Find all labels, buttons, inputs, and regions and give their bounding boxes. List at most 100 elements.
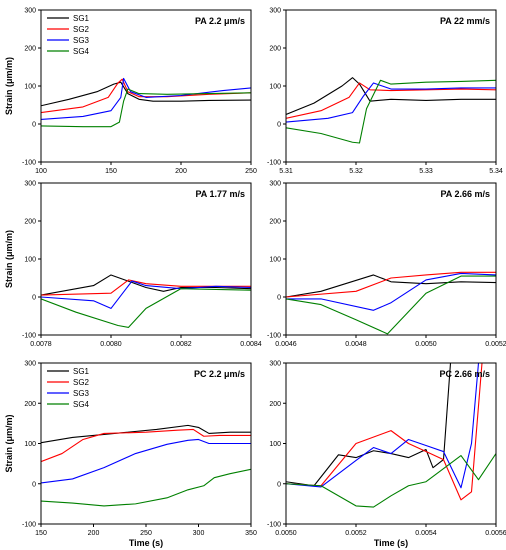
series-line-sg4 — [41, 468, 251, 507]
series-line-3 — [286, 82, 496, 123]
series-line-1 — [286, 363, 452, 487]
y-tick-label: -100 — [267, 160, 281, 167]
x-tick-label: 100 — [35, 168, 47, 175]
y-tick-label: 300 — [24, 181, 36, 188]
plot-frame — [40, 182, 252, 336]
legend: SG1 SG2 SG3 SG4 — [47, 14, 90, 56]
panel-6: 0.0050 0.0052 0.0054 0.0056 -100 0 100 200 300 PC… — [267, 361, 506, 549]
y-axis-label: Strain (μm/m) — [4, 414, 14, 472]
x-axis-label: Time (s) — [129, 538, 163, 548]
y-tick-label: 0 — [32, 122, 36, 129]
series-line-sg3 — [41, 438, 251, 484]
x-tick-label: 0.0052 — [345, 530, 367, 537]
x-tick-label: 150 — [35, 530, 47, 537]
panel-title: PC 2.2 μm/s — [194, 369, 245, 379]
series-line-4 — [286, 453, 496, 508]
x-tick-label: 350 — [245, 530, 257, 537]
series-line-1 — [286, 274, 496, 298]
y-tick-label: -100 — [267, 333, 281, 340]
y-tick-label: 300 — [269, 181, 281, 188]
legend-label: SG4 — [73, 47, 90, 56]
x-tick-label: 0.0056 — [485, 530, 506, 537]
series-line-sg3 — [41, 77, 251, 120]
x-tick-label: 200 — [88, 530, 100, 537]
y-tick-label: 0 — [277, 481, 281, 488]
y-tick-label: 100 — [24, 257, 36, 264]
series-line-sg2 — [41, 78, 251, 114]
y-tick-label: 100 — [269, 257, 281, 264]
y-tick-label: -100 — [267, 522, 281, 529]
plot-frame — [285, 362, 497, 525]
x-tick-label: 5.31 — [279, 168, 293, 175]
y-tick-label: 0 — [32, 295, 36, 302]
legend-label: SG2 — [73, 378, 90, 387]
x-tick-label: 0.0080 — [100, 341, 122, 348]
y-tick-label: -100 — [22, 333, 36, 340]
panel-title: PA 2.2 μm/s — [195, 16, 245, 26]
plot-frame — [285, 9, 497, 163]
series-line-2 — [286, 363, 483, 501]
x-tick-label: 0.0052 — [485, 341, 506, 348]
series-line-2 — [286, 82, 496, 119]
x-tick-label: 150 — [105, 168, 117, 175]
series-line-sg1 — [41, 424, 251, 444]
y-axis-label: Strain (μm/m) — [4, 230, 14, 288]
series-line-1 — [286, 77, 496, 116]
panel-5: 150 200 250 300 350 -100 0 100 200 300 PC 2.2 μm/s… — [4, 361, 257, 549]
y-tick-label: -100 — [22, 522, 36, 529]
panel-title: PA 1.77 m/s — [195, 189, 245, 199]
x-tick-label: 5.32 — [349, 168, 363, 175]
x-tick-label: 0.0050 — [275, 530, 297, 537]
series-line-3 — [286, 272, 496, 311]
panel-2: 5.31 5.32 5.33 5.34 -100 0 100 200 300 PA 22 mm/s — [267, 8, 503, 176]
panel-title: PA 2.66 m/s — [440, 189, 490, 199]
x-tick-label: 200 — [175, 168, 187, 175]
x-tick-label: 0.0084 — [240, 341, 262, 348]
series-line-sg4 — [41, 88, 251, 128]
panel-1: 100 150 200 250 -100 0 100 200 300 PA 2.2 μm/s Str… — [4, 8, 257, 176]
y-tick-label: 0 — [277, 122, 281, 129]
legend-label: SG4 — [73, 400, 90, 409]
x-tick-label: 300 — [193, 530, 205, 537]
x-tick-label: 5.33 — [419, 168, 433, 175]
x-tick-label: 0.0048 — [345, 341, 367, 348]
x-tick-label: 5.34 — [489, 168, 503, 175]
y-tick-label: 100 — [24, 441, 36, 448]
x-tick-label: 0.0082 — [170, 341, 192, 348]
y-tick-label: 200 — [269, 46, 281, 53]
series-line-3 — [286, 363, 480, 489]
x-tick-label: 0.0050 — [415, 341, 437, 348]
legend-label: SG3 — [73, 389, 90, 398]
y-tick-label: 200 — [269, 219, 281, 226]
x-tick-label: 250 — [245, 168, 257, 175]
series-line-4 — [286, 79, 496, 144]
y-tick-label: 100 — [269, 441, 281, 448]
x-tick-label: 0.0054 — [415, 530, 437, 537]
legend: SG1 SG2 SG3 SG4 — [47, 367, 90, 409]
x-tick-label: 0.0078 — [30, 341, 52, 348]
panel-title: PC 2.66 m/s — [439, 369, 490, 379]
series-line-1 — [41, 274, 251, 296]
legend-label: SG1 — [73, 367, 90, 376]
y-tick-label: 0 — [277, 295, 281, 302]
series-line-2 — [286, 271, 496, 298]
x-axis-label: Time (s) — [374, 538, 408, 548]
x-tick-label: 0.0046 — [275, 341, 297, 348]
y-tick-label: 200 — [24, 219, 36, 226]
y-tick-label: 300 — [24, 8, 36, 15]
y-tick-label: 100 — [269, 84, 281, 91]
y-tick-label: 0 — [32, 481, 36, 488]
y-tick-label: -100 — [22, 160, 36, 167]
y-tick-label: 200 — [24, 46, 36, 53]
y-tick-label: 300 — [269, 361, 281, 368]
y-tick-label: 200 — [269, 401, 281, 408]
panel-3: 0.0078 0.0080 0.0082 0.0084 -100 0 100 200 300 PA… — [4, 181, 262, 349]
series-line-3 — [41, 280, 251, 309]
series-line-sg2 — [41, 428, 251, 463]
x-tick-label: 250 — [140, 530, 152, 537]
panel-title: PA 22 mm/s — [440, 16, 490, 26]
series-line-4 — [41, 288, 251, 328]
series-line-sg1 — [41, 81, 251, 107]
y-tick-label: 300 — [24, 361, 36, 368]
